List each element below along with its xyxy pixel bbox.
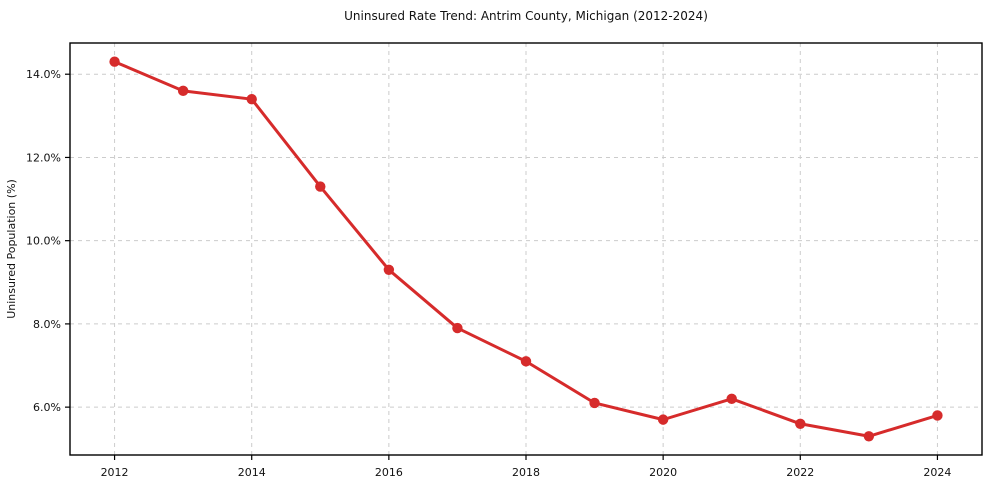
data-point[interactable]: [109, 56, 120, 67]
data-point[interactable]: [589, 397, 600, 409]
data-point[interactable]: [795, 418, 806, 429]
y-tick-label: 8.0%: [33, 318, 61, 331]
data-point[interactable]: [383, 264, 395, 276]
chart-title: Uninsured Rate Trend: Antrim County, Mic…: [344, 9, 708, 23]
x-tick-label: 2012: [101, 466, 129, 479]
x-tick-label: 2020: [649, 466, 677, 479]
x-tick-label: 2022: [786, 466, 814, 479]
data-point[interactable]: [452, 322, 463, 334]
plot-background: [70, 43, 982, 455]
y-tick-label: 6.0%: [33, 401, 61, 414]
data-point[interactable]: [520, 356, 532, 367]
data-point[interactable]: [315, 181, 326, 192]
plot-border: [69, 42, 983, 456]
x-tick-label: 2016: [375, 466, 403, 479]
y-tick-label: 12.0%: [26, 151, 61, 164]
data-point[interactable]: [726, 393, 737, 405]
y-tick-label: 10.0%: [26, 235, 61, 248]
plot-area: 6.0% 8.0% 10.0% 12.0% 14.0% 2012 2014 2016 2018 2…: [26, 42, 983, 479]
data-point[interactable]: [863, 431, 875, 442]
x-tick-label: 2014: [238, 466, 266, 479]
x-tick-label: 2018: [512, 466, 540, 479]
data-point[interactable]: [932, 410, 943, 421]
y-axis-label: Uninsured Population (%): [5, 179, 18, 319]
data-point[interactable]: [657, 414, 669, 425]
data-point[interactable]: [246, 93, 257, 105]
y-tick-label: 14.0%: [26, 68, 61, 81]
x-tick-label: 2024: [923, 466, 951, 479]
data-point[interactable]: [177, 85, 189, 97]
